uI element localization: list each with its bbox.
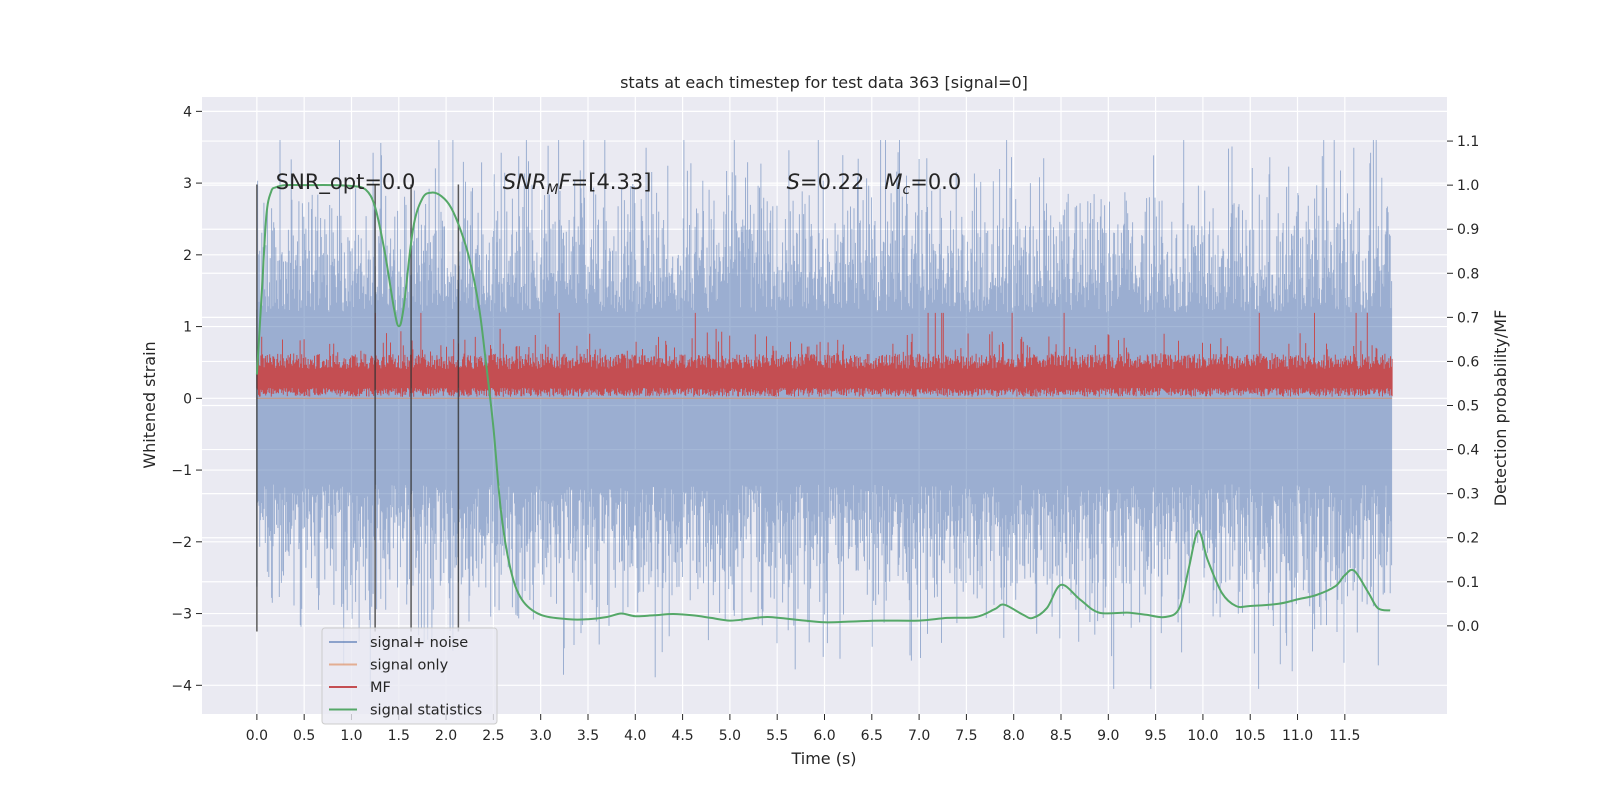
annotations: SNR_opt=0.0 SNRMF=[4.33] S=0.22 Mc=0.0	[276, 170, 961, 198]
snr-opt-annotation: SNR_opt=0.0	[276, 170, 416, 195]
x-tick-label: 11.5	[1329, 728, 1360, 744]
y-right-tick-label: 0.1	[1457, 575, 1479, 591]
snr-mf-annotation: SNRMF=[4.33]	[503, 170, 652, 198]
x-tick-label: 0.5	[293, 728, 315, 744]
signal-statistics-line	[255, 183, 1391, 624]
x-tick-label: 3.5	[577, 728, 599, 744]
y-right-tick-label: 1.0	[1457, 178, 1479, 194]
x-tick-label: 7.5	[955, 728, 977, 744]
x-tick-label: 5.0	[719, 728, 741, 744]
y-right-tick-label: 1.1	[1457, 134, 1479, 150]
x-tick-label: 0.0	[246, 728, 268, 744]
y-tick-label: 4	[183, 104, 192, 120]
x-tick-label: 9.5	[1144, 728, 1166, 744]
y-tick-label: 3	[183, 176, 192, 192]
x-tick-label: 2.5	[482, 728, 504, 744]
y-right-tick-label: 0.9	[1457, 222, 1479, 238]
x-tick-label: 4.0	[624, 728, 646, 744]
y-right-tick-label: 0.2	[1457, 531, 1479, 547]
legend: signal+ noise signal only MF signal statist…	[321, 627, 498, 725]
legend-box	[321, 627, 498, 725]
x-tick-label: 10.5	[1235, 728, 1266, 744]
legend-label: signal statistics	[370, 703, 482, 719]
legend-label: signal+ noise	[370, 635, 468, 651]
x-tick-label: 11.0	[1282, 728, 1313, 744]
x-tick-label: 2.0	[435, 728, 457, 744]
y-tick-label: −4	[171, 678, 192, 694]
x-axis-label: Time (s)	[790, 749, 856, 768]
chart-title: stats at each timestep for test data 363…	[620, 73, 1028, 92]
y-right-tick-label: 0.0	[1457, 619, 1479, 635]
signal-statistics-series	[255, 183, 1391, 624]
y-right-tick-label: 0.7	[1457, 310, 1479, 326]
x-tick-label: 8.0	[1003, 728, 1025, 744]
y-right-tick-label: 0.8	[1457, 266, 1479, 282]
s-mc-annotation: S=0.22 Mc=0.0	[787, 170, 962, 198]
x-tick-label: 3.0	[530, 728, 552, 744]
y-axis-label: Whitened strain	[140, 341, 159, 468]
x-tick-label: 7.0	[908, 728, 930, 744]
y-tick-label: 2	[183, 248, 192, 264]
x-tick-label: 9.0	[1097, 728, 1119, 744]
y-tick-label: −2	[171, 535, 192, 551]
x-tick-label: 4.5	[671, 728, 693, 744]
x-tick-label: 1.5	[388, 728, 410, 744]
y-right-tick-label: 0.6	[1457, 354, 1479, 370]
x-tick-label: 10.0	[1187, 728, 1218, 744]
marker-lines	[256, 184, 460, 632]
y-tick-label: −3	[171, 607, 192, 623]
y-tick-label: 0	[183, 391, 192, 407]
y-tick-label: −1	[171, 463, 192, 479]
x-tick-label: 1.0	[340, 728, 362, 744]
y-right-tick-label: 0.5	[1457, 399, 1479, 415]
y-tick-label: 1	[183, 320, 192, 336]
y-right-axis-label: Detection probability/MF	[1491, 310, 1510, 507]
axes: 0.0 0.5 1.0 1.5 2.0 2.5 3.0 3.5 4.0 4.5 5.0 5.5 6.0 6…	[171, 104, 1479, 744]
x-tick-label: 6.5	[861, 728, 883, 744]
legend-label: signal only	[370, 658, 449, 674]
y-right-tick-label: 0.3	[1457, 487, 1479, 503]
x-tick-label: 6.0	[813, 728, 835, 744]
legend-label: MF	[370, 680, 391, 696]
x-tick-label: 8.5	[1050, 728, 1072, 744]
x-tick-label: 5.5	[766, 728, 788, 744]
y-right-tick-label: 0.4	[1457, 443, 1479, 459]
